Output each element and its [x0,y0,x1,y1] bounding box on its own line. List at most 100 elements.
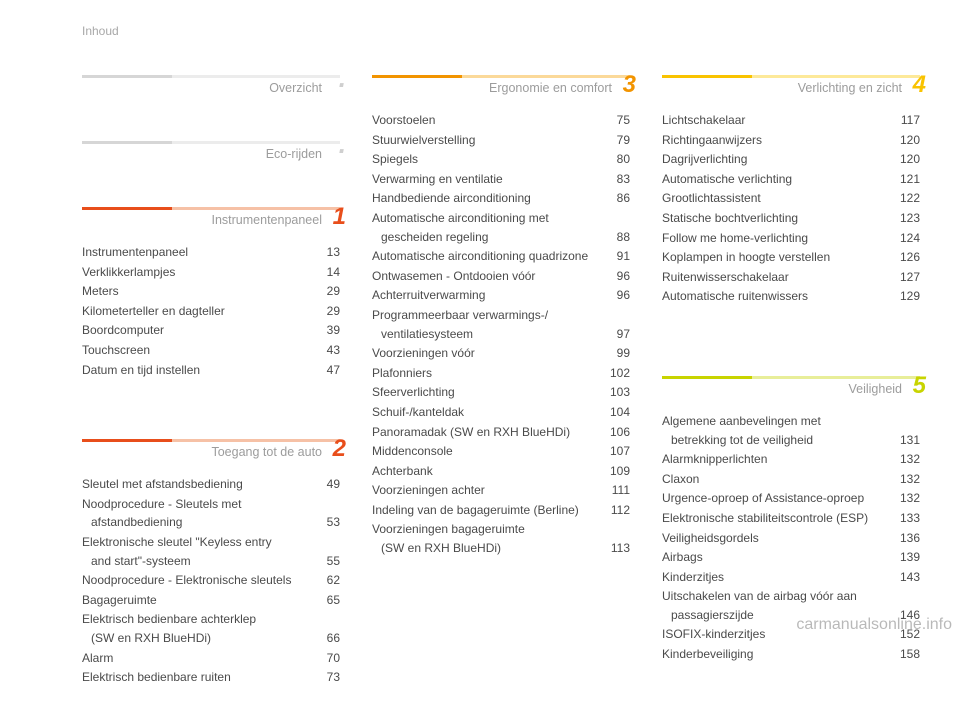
entry-label: Kinderzitjes [662,568,890,587]
toc-entry: Elektrisch bedienbare achterklep(SW en R… [82,610,340,647]
toc-entry: Elektrisch bedienbare ruiten73 [82,668,340,687]
toc-entry: Statische bochtverlichting123 [662,209,920,228]
toc-entry: Achterbank109 [372,462,630,481]
entry-page: 113 [600,539,630,558]
toc-entry: Automatische airconditioning quadrizone9… [372,247,630,266]
toc-entry: Noodprocedure - Sleutels metafstandbedie… [82,495,340,532]
entry-label: Lichtschakelaar [662,111,890,130]
section-badge: 3 [623,73,636,97]
toc-entry: Voorzieningen bagageruimte(SW en RXH Blu… [372,520,630,557]
entry-label: Meters [82,282,310,301]
entry-label: Verklikkerlampjes [82,263,310,282]
section-bar [82,439,340,442]
entry-label: Elektrisch bedienbare achterklep(SW en R… [82,610,310,647]
entry-page: 127 [890,268,920,287]
watermark: carmanualsonline.info [796,616,952,634]
section-badge: . [339,131,346,157]
toc-entry: Instrumentenpaneel13 [82,243,340,262]
section-header: Instrumentenpaneel1 [82,207,340,233]
toc-entry: Kinderzitjes143 [662,568,920,587]
entry-label: Automatische verlichting [662,170,890,189]
toc-section: Ergonomie en comfort3Voorstoelen75Stuurw… [372,75,630,558]
toc-section: Verlichting en zicht4Lichtschakelaar117R… [662,75,920,306]
entry-label: Indeling van de bagageruimte (Berline) [372,501,600,520]
entry-page: 65 [310,591,340,610]
toc-entry: Spiegels80 [372,150,630,169]
entry-label: Bagageruimte [82,591,310,610]
section-header: Overzicht. [82,75,340,101]
toc-entry: Voorzieningen achter111 [372,481,630,500]
entry-sublabel: betrekking tot de veiligheid [662,431,882,450]
entry-page: 139 [890,548,920,567]
entry-page: 14 [310,263,340,282]
entry-page: 62 [310,571,340,590]
entry-label: Elektronische stabiliteitscontrole (ESP) [662,509,890,528]
entry-sublabel: (SW en RXH BlueHDi) [82,629,302,648]
entry-label: Follow me home-verlichting [662,229,890,248]
toc-column: Verlichting en zicht4Lichtschakelaar117R… [662,75,920,709]
section-bar [662,376,920,379]
toc-entry: Voorzieningen vóór99 [372,344,630,363]
entry-label: Spiegels [372,150,600,169]
toc-column: Overzicht.Eco-rijden.Instrumentenpaneel1… [82,75,340,709]
section-badge: 2 [333,437,346,461]
section-header: Toegang tot de auto2 [82,439,340,465]
entry-label: Boordcomputer [82,321,310,340]
entry-sublabel: afstandbediening [82,513,302,532]
toc-entry: Indeling van de bagageruimte (Berline)11… [372,501,630,520]
toc-entry: Automatische airconditioning metgescheid… [372,209,630,246]
entry-label: Touchscreen [82,341,310,360]
entry-page: 73 [310,668,340,687]
toc-section: Toegang tot de auto2 Sleutel met afstands… [82,439,340,687]
entry-page: 120 [890,131,920,150]
entry-label: Sleutel met afstandsbediening [82,475,310,494]
section-badge: 5 [913,374,926,398]
section-title: Veiligheid [848,382,902,396]
entry-page: 111 [600,481,630,500]
toc-entry: Airbags139 [662,548,920,567]
entry-label: Veiligheidsgordels [662,529,890,548]
entry-label: Statische bochtverlichting [662,209,890,228]
entry-page: 53 [310,513,340,532]
entry-label: Koplampen in hoogte verstellen [662,248,890,267]
page-label: Inhoud [82,24,119,38]
toc-entry: Follow me home-verlichting124 [662,229,920,248]
section-badge: . [339,65,346,91]
entry-page: 120 [890,150,920,169]
section-badge: 1 [333,205,346,229]
entry-page: 123 [890,209,920,228]
entry-page: 103 [600,383,630,402]
toc-entry: Panoramadak (SW en RXH BlueHDi)106 [372,423,630,442]
toc-entry: Handbediende airconditioning86 [372,189,630,208]
entry-page: 117 [890,111,920,130]
toc-entry: Lichtschakelaar117 [662,111,920,130]
toc-section: Overzicht. [82,75,340,101]
entry-page: 109 [600,462,630,481]
entry-page: 104 [600,403,630,422]
entry-label: Schuif-/kanteldak [372,403,600,422]
entry-label: Automatische airconditioning quadrizone [372,247,600,266]
entry-page: 75 [600,111,630,130]
entry-page: 133 [890,509,920,528]
toc-entry: Elektronische stabiliteitscontrole (ESP)… [662,509,920,528]
entry-label: Automatische airconditioning metgescheid… [372,209,600,246]
entry-label: Urgence-oproep of Assistance-oproep [662,489,890,508]
entry-label: Voorzieningen bagageruimte(SW en RXH Blu… [372,520,600,557]
entry-page: 13 [310,243,340,262]
section-badge: 4 [913,73,926,97]
entry-label: Elektronische sleutel "Keyless entryand … [82,533,310,570]
entry-page: 143 [890,568,920,587]
entry-label: Elektrisch bedienbare ruiten [82,668,310,687]
entry-label: Programmeerbaar verwarmings-/ventilaties… [372,306,600,343]
toc-entry: Bagageruimte65 [82,591,340,610]
toc-entry: Automatische ruitenwissers129 [662,287,920,306]
toc-entry: Stuurwielverstelling79 [372,131,630,150]
entry-label: Voorstoelen [372,111,600,130]
entry-page: 132 [890,450,920,469]
entry-page: 126 [890,248,920,267]
section-title: Instrumentenpaneel [212,213,323,227]
toc-entry: Achterruitverwarming96 [372,286,630,305]
entry-page: 43 [310,341,340,360]
toc-entry: Alarm70 [82,649,340,668]
section-bar [82,75,340,78]
